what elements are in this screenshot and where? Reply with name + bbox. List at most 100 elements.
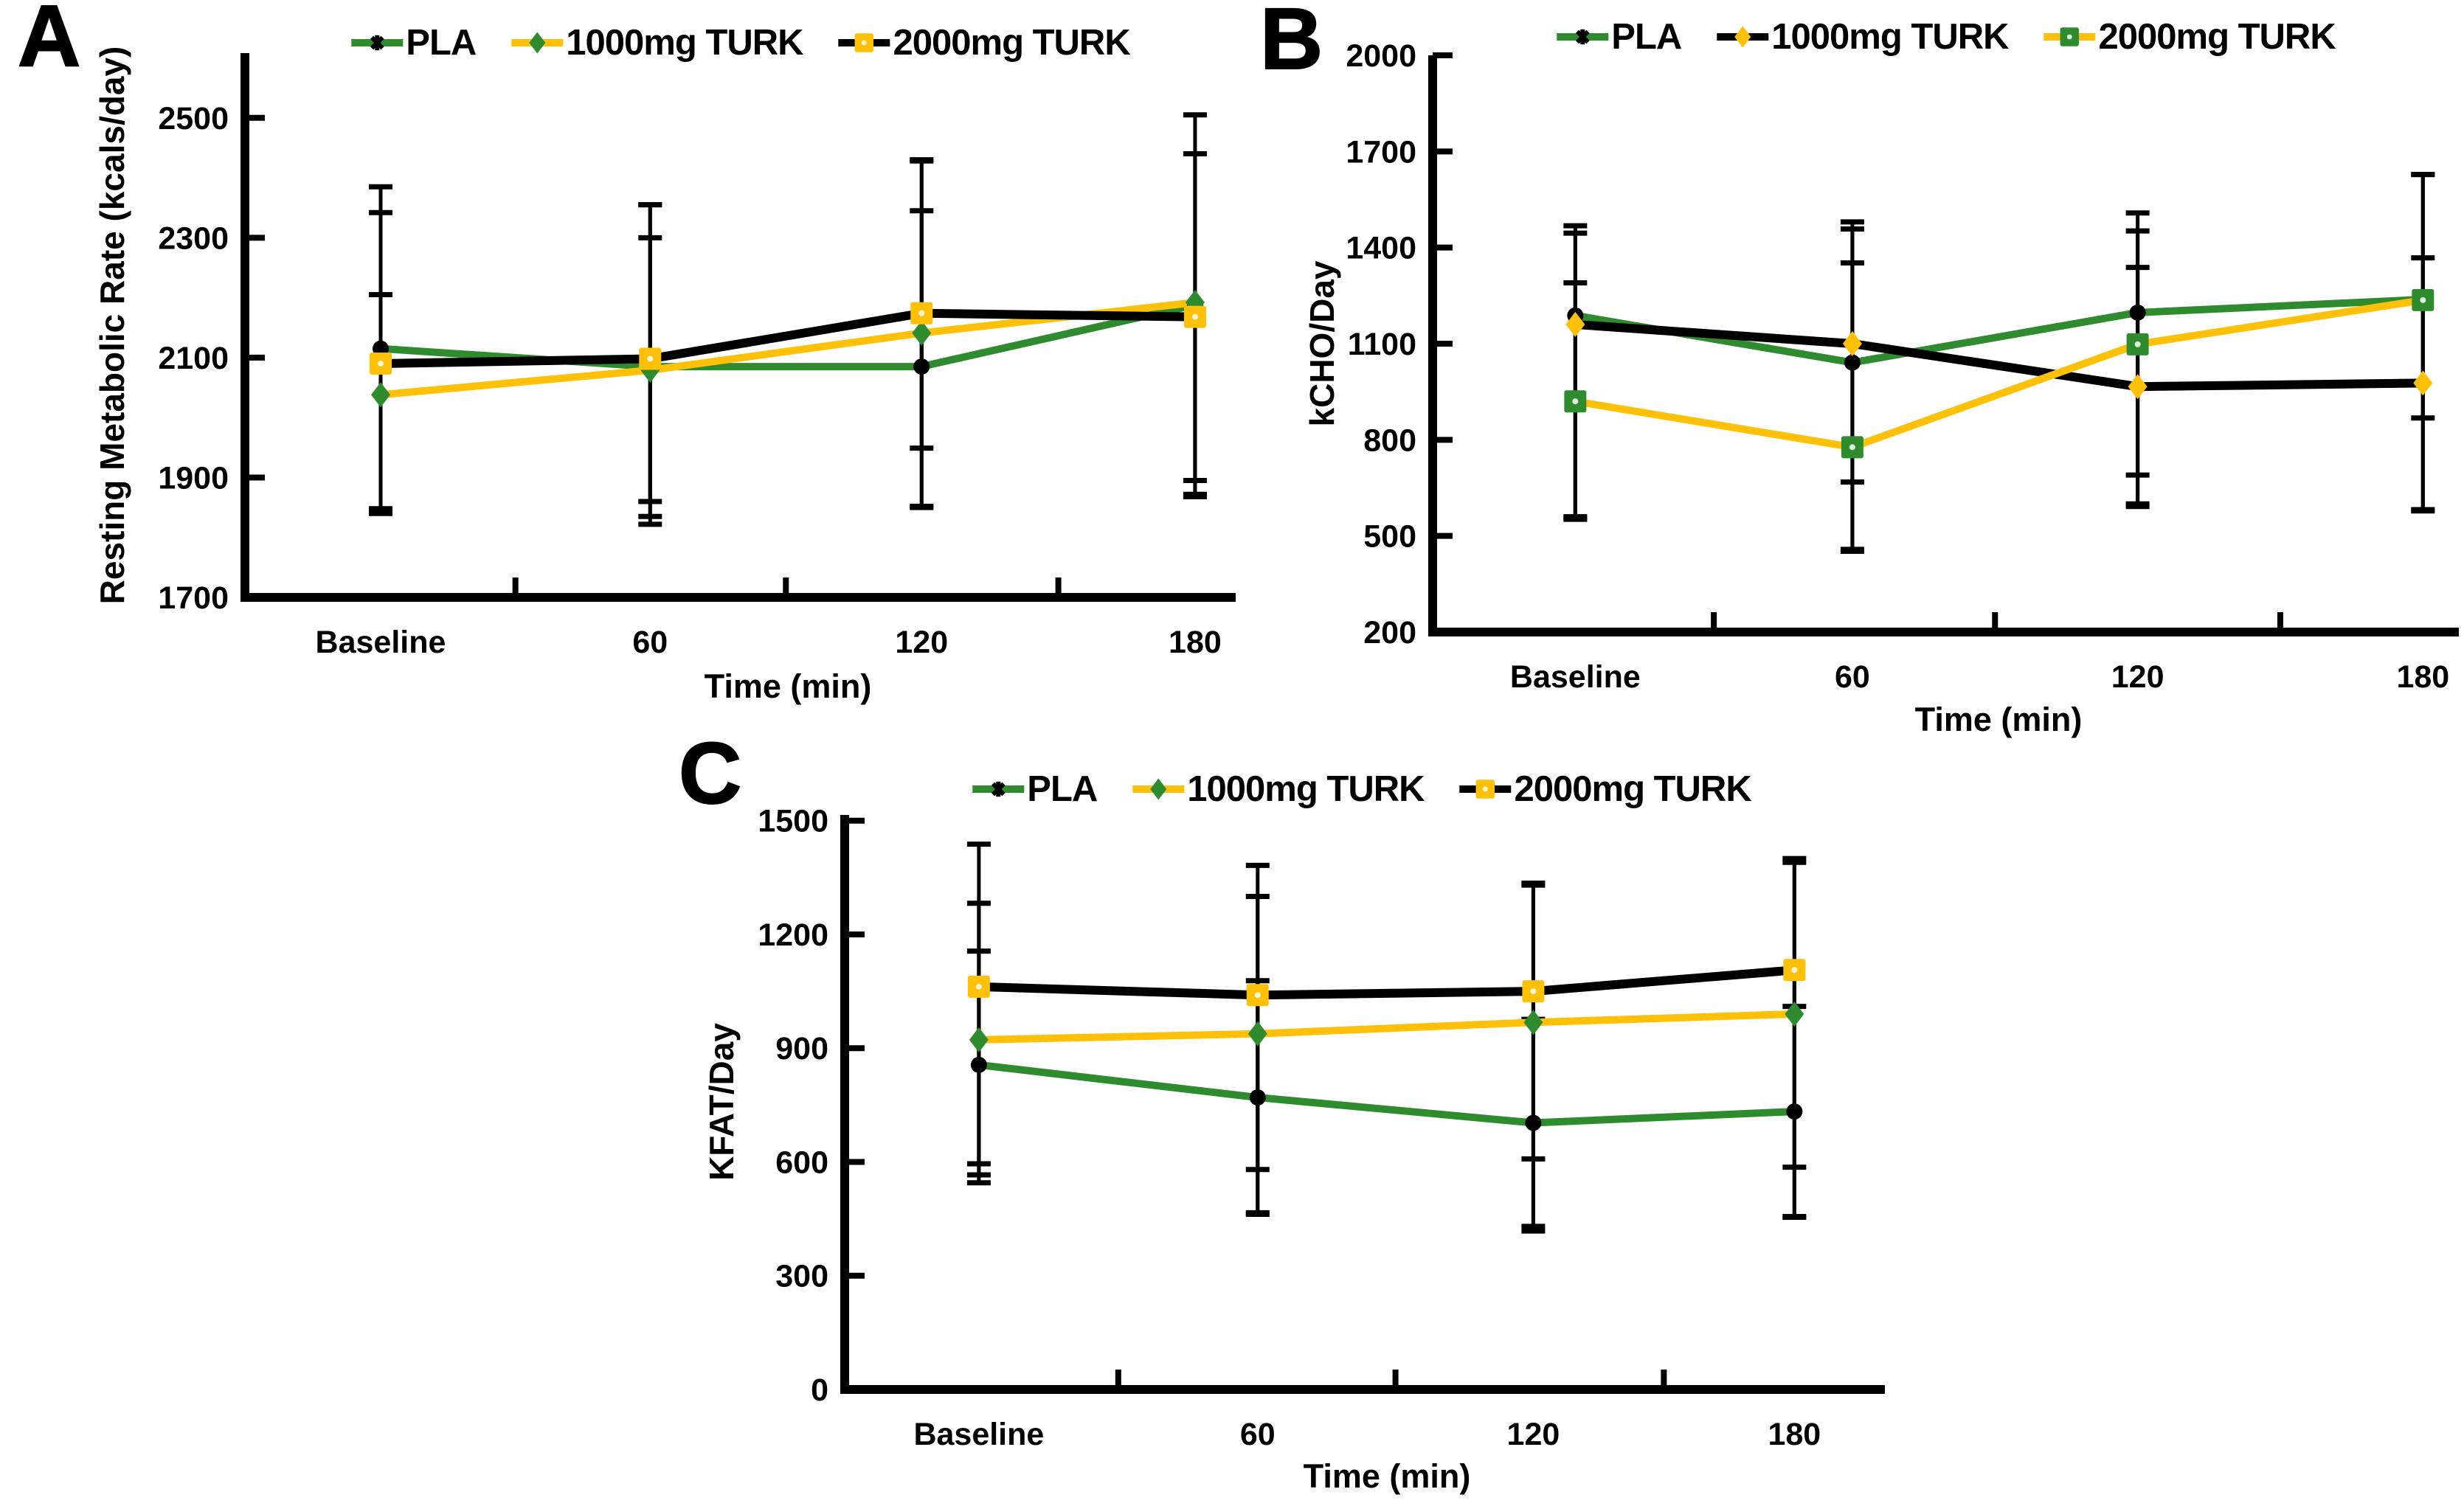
panel-a-y-axis-title: Resting Metabolic Rate (kcals/day) <box>93 46 131 605</box>
x-tick-label: 120 <box>2111 659 2164 695</box>
marker-dot <box>1786 1103 1803 1120</box>
legend-item-1000mg-turk: 1000mg TURK <box>1131 768 1425 810</box>
panel-b-x-axis-title: Time (min) <box>1914 701 2083 738</box>
legend-label: PLA <box>406 23 477 63</box>
panel-B-plot: 200 500 800 1100 1400 1700 2000 Baseline 60 120 18… <box>1346 38 2459 695</box>
y-tick-label: 800 <box>1363 423 1416 458</box>
panel-a-legend: PLA 1000mg TURK 2000mg TURK <box>350 22 1131 63</box>
marker-square-center <box>377 361 384 367</box>
legend-marker-icon <box>838 33 890 52</box>
legend-marker-icon <box>972 781 1025 797</box>
marker-square-center <box>1191 313 1198 320</box>
legend-marker-icon <box>2043 27 2096 46</box>
series-line-pla <box>1571 296 2427 367</box>
series-line-pla <box>975 1061 1799 1127</box>
legend-marker-icon <box>511 32 564 54</box>
series-line-2000mg-turk <box>974 965 1799 1000</box>
legend-label: 2000mg TURK <box>893 23 1131 63</box>
legend-marker-icon <box>1459 780 1512 799</box>
legend-label: 2000mg TURK <box>2098 17 2336 57</box>
x-tick-label: Baseline <box>316 625 446 660</box>
x-tick-label: 180 <box>2396 659 2449 695</box>
marker-dot <box>1525 1114 1542 1131</box>
marker-diamond <box>529 32 546 54</box>
legend-item-2000mg-turk: 2000mg TURK <box>837 22 1131 63</box>
panel-b-y-axis-title: kCHO/Day <box>1303 260 1341 427</box>
y-tick-label: 2500 <box>158 101 229 136</box>
y-tick-label: 1100 <box>1348 327 1416 362</box>
x-tick-label: 60 <box>632 625 668 660</box>
y-tick-label: 600 <box>775 1145 828 1180</box>
legend-item-pla: PLA <box>1555 16 1682 58</box>
marker-diamond <box>1523 1010 1543 1035</box>
burst-center <box>995 785 1002 793</box>
marker-dot <box>1249 1089 1266 1106</box>
legend-item-1000mg-turk: 1000mg TURK <box>1715 16 2010 58</box>
panel-c-y-axis-title: KFAT/Day <box>702 1023 741 1181</box>
marker-diamond <box>1734 26 1751 48</box>
y-tick-label: 500 <box>1363 519 1416 555</box>
legend-label: 1000mg TURK <box>1771 17 2009 57</box>
marker-square-center <box>1791 967 1798 974</box>
y-tick-label: 2300 <box>158 221 229 256</box>
marker-diamond <box>1785 1001 1804 1027</box>
y-tick-label: 0 <box>811 1373 828 1408</box>
panel-A-plot: 1700 1900 2100 2300 2500 Baseline 60 120 180 <box>158 53 1236 660</box>
legend-marker-icon <box>1557 29 1609 45</box>
panel-c-legend: PLA 1000mg TURK 2000mg TURK <box>971 768 1752 810</box>
legend-item-pla: PLA <box>971 768 1098 810</box>
panel-c-letter: C <box>678 725 742 822</box>
x-tick-label: 120 <box>895 625 948 660</box>
panel-a-letter: A <box>17 0 81 85</box>
series-line-1000mg-turk <box>1571 319 2428 392</box>
y-tick-label: 1400 <box>1346 231 1416 266</box>
y-tick-label: 1700 <box>1346 134 1416 170</box>
marker-dot <box>1844 354 1861 371</box>
marker-diamond <box>969 1027 989 1052</box>
y-tick-label: 1200 <box>758 917 828 953</box>
marker-square-center <box>862 40 867 46</box>
x-tick-label: 120 <box>1507 1417 1560 1452</box>
marker-dot <box>970 1056 987 1073</box>
series-line-1000mg-turk <box>975 1010 1799 1044</box>
legend-item-2000mg-turk: 2000mg TURK <box>2043 16 2336 58</box>
legend-item-pla: PLA <box>350 22 477 63</box>
marker-diamond <box>370 382 390 408</box>
series-line-2000mg-turk <box>376 308 1200 369</box>
marker-dot <box>913 358 930 375</box>
marker-burst <box>370 35 384 51</box>
burst-center <box>374 39 381 46</box>
x-tick-label: Baseline <box>1510 659 1641 695</box>
x-tick-label: 180 <box>1768 1417 1821 1452</box>
y-tick-label: 2100 <box>158 341 229 376</box>
marker-diamond <box>1842 331 1862 356</box>
marker-square-center <box>1530 988 1537 995</box>
panel-b-letter: B <box>1259 0 1323 88</box>
y-tick-label: 2000 <box>1346 38 1416 74</box>
x-tick-label: 180 <box>1169 625 1222 660</box>
burst-center <box>1579 33 1586 41</box>
marker-diamond <box>912 320 932 346</box>
x-tick-label: 60 <box>1835 659 1870 695</box>
legend-marker-icon <box>1132 778 1185 800</box>
legend-label: PLA <box>1611 17 1682 57</box>
series-line-2000mg-turk <box>1571 296 2427 451</box>
y-tick-label: 300 <box>775 1259 828 1294</box>
panel-C-plot: 0 300 600 900 1200 1500 Baseline 60 120 180 <box>758 804 1885 1452</box>
marker-square-center <box>1849 444 1855 451</box>
legend-item-2000mg-turk: 2000mg TURK <box>1458 768 1752 810</box>
marker-diamond <box>1150 778 1167 800</box>
marker-square-center <box>918 310 925 316</box>
panel-b-legend: PLA 1000mg TURK 2000mg TURK <box>1555 16 2336 58</box>
marker-square-center <box>1572 398 1579 405</box>
marker-square-center <box>2420 296 2426 303</box>
legend-label: 1000mg TURK <box>566 23 803 63</box>
y-tick-label: 1500 <box>758 804 828 839</box>
y-tick-label: 1900 <box>158 460 229 496</box>
legend-label: PLA <box>1027 769 1098 809</box>
x-tick-label: Baseline <box>913 1417 1044 1452</box>
marker-square-center <box>975 983 982 990</box>
panel-c-x-axis-title: Time (min) <box>1303 1457 1471 1495</box>
